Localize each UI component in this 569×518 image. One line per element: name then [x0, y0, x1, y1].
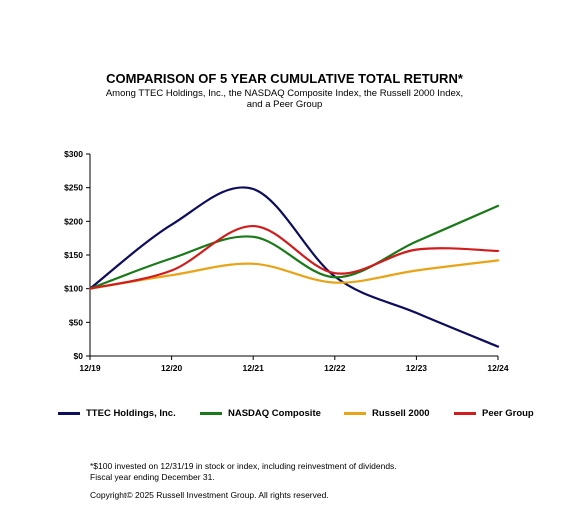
chart-legend: TTEC Holdings, Inc. NASDAQ Composite Russe…	[0, 408, 569, 424]
chart-subtitle-line-2: and a Peer Group	[246, 99, 323, 110]
legend-swatch	[454, 412, 476, 415]
x-tick-label: 12/23	[406, 363, 428, 373]
y-tick-label: $100	[64, 284, 83, 294]
line-chart: $0 $50 $100 $150 $200 $250 $300 12/19 12/20 12/21…	[64, 149, 509, 373]
legend-item-nasdaq-composite: NASDAQ Composite	[200, 408, 321, 419]
y-tick-label: $250	[64, 183, 83, 193]
legend-swatch	[344, 412, 366, 415]
legend-item-ttec-holdings-inc: TTEC Holdings, Inc.	[58, 408, 176, 419]
series-line-ttec-holdings-inc	[88, 186, 500, 348]
x-tick-label: 12/21	[243, 363, 265, 373]
series-line-peer-group	[88, 224, 500, 290]
legend-item-peer-group: Peer Group	[454, 408, 534, 419]
x-tick-label: 12/24	[487, 363, 509, 373]
copyright-text: Copyright© 2025 Russell Investment Group…	[90, 490, 329, 500]
footnote-line-1: *$100 invested on 12/31/19 in stock or i…	[90, 461, 397, 471]
series-line-russell-2000	[88, 259, 500, 290]
y-tick-label: $0	[74, 351, 84, 361]
x-tick-label: 12/22	[324, 363, 346, 373]
footnote: *$100 invested on 12/31/19 in stock or i…	[90, 461, 510, 483]
chart-subtitle-line-1: Among TTEC Holdings, Inc., the NASDAQ Co…	[105, 88, 464, 99]
legend-label: TTEC Holdings, Inc.	[86, 408, 176, 419]
legend-label: Peer Group	[482, 408, 534, 419]
y-tick-label: $50	[69, 317, 83, 327]
legend-swatch	[58, 412, 80, 415]
legend-label: Russell 2000	[372, 408, 430, 419]
legend-label: NASDAQ Composite	[228, 408, 321, 419]
y-tick-label: $200	[64, 216, 83, 226]
legend-swatch	[200, 412, 222, 415]
y-tick-label: $300	[64, 149, 83, 159]
series-line-nasdaq-composite	[88, 204, 500, 290]
legend-item-russell-2000: Russell 2000	[344, 408, 430, 419]
y-tick-label: $150	[64, 250, 83, 260]
x-tick-label: 12/19	[79, 363, 101, 373]
chart-subtitle: Among TTEC Holdings, Inc., the NASDAQ Co…	[0, 88, 569, 110]
footnote-line-2: Fiscal year ending December 31.	[90, 472, 215, 482]
chart-title: COMPARISON OF 5 YEAR CUMULATIVE TOTAL RE…	[106, 71, 463, 86]
x-tick-label: 12/20	[161, 363, 183, 373]
